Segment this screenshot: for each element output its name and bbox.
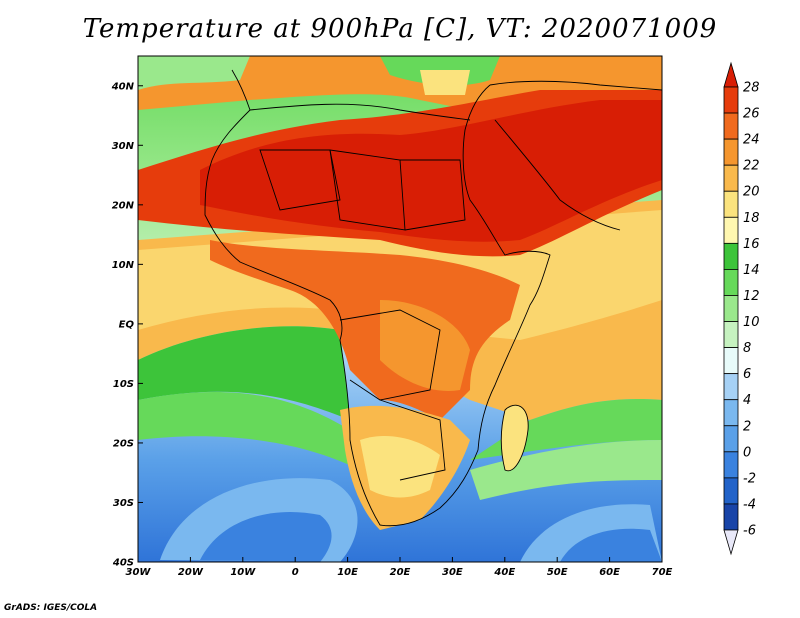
lat-axis: 40N 30N 20N 10N EQ 10S 20S 30S 40S bbox=[111, 81, 143, 569]
lon-tick-label: 70E bbox=[652, 567, 673, 578]
lon-tick-label: 10E bbox=[337, 567, 358, 578]
lat-tick-label: 30S bbox=[113, 498, 134, 509]
lat-tick-label: 40N bbox=[111, 81, 135, 92]
colorbar-label: 12 bbox=[743, 289, 760, 304]
colorbar-swatch bbox=[723, 347, 739, 375]
colorbar-swatch bbox=[723, 86, 739, 114]
colorbar-label: 24 bbox=[743, 133, 760, 148]
colorbar-label: 18 bbox=[743, 211, 760, 226]
colorbar-label: 16 bbox=[743, 237, 760, 252]
lon-axis: 30W 20W 10W 0 10E 20E 30E 40E 50E 60E 70E bbox=[126, 557, 673, 578]
lon-tick-label: 30W bbox=[126, 567, 152, 578]
colorbar-swatch bbox=[723, 61, 739, 88]
lon-tick-label: 60E bbox=[599, 567, 620, 578]
lat-tick-label: 30N bbox=[112, 141, 135, 152]
lon-tick-label: 10W bbox=[230, 567, 256, 578]
colorbar-swatch bbox=[723, 164, 739, 192]
colorbar-swatch bbox=[723, 529, 739, 556]
colorbar-label: 4 bbox=[743, 393, 751, 408]
colorbar-label: 20 bbox=[743, 185, 760, 200]
temperature-field bbox=[138, 56, 662, 562]
lat-tick-label: EQ bbox=[119, 319, 135, 330]
colorbar-label: 2 bbox=[743, 419, 751, 434]
coastlines bbox=[204, 69, 662, 527]
colorbar-label: -6 bbox=[743, 524, 756, 539]
colorbar-swatch bbox=[723, 373, 739, 401]
colorbar-swatch bbox=[723, 190, 739, 218]
lon-tick-label: 20E bbox=[390, 567, 411, 578]
colorbar-label: 8 bbox=[743, 341, 751, 356]
colorbar-swatch bbox=[723, 295, 739, 322]
colorbar-label: -2 bbox=[743, 471, 756, 486]
colorbar-label: 22 bbox=[743, 159, 760, 174]
colorbar-swatch bbox=[723, 242, 739, 270]
colorbar-swatch bbox=[723, 321, 739, 348]
lon-tick-label: 50E bbox=[547, 567, 568, 578]
lon-tick-label: 40E bbox=[493, 567, 515, 578]
colorbar-label: 10 bbox=[743, 315, 760, 330]
colorbar-swatch bbox=[723, 269, 739, 296]
colorbar-label: -4 bbox=[743, 497, 756, 512]
lat-tick-label: 40S bbox=[112, 558, 134, 569]
lat-tick-label: 10N bbox=[112, 260, 135, 271]
colorbar-swatch bbox=[723, 216, 739, 244]
lon-tick-label: 20W bbox=[178, 567, 204, 578]
colorbar-swatch bbox=[723, 112, 739, 140]
lon-tick-label: 0 bbox=[292, 567, 299, 578]
lat-tick-label: 20S bbox=[113, 438, 134, 449]
colorbar-swatch bbox=[723, 503, 739, 531]
colorbar-swatch bbox=[723, 138, 739, 166]
colorbar-label: 26 bbox=[743, 107, 760, 122]
lat-tick-label: 10S bbox=[113, 379, 134, 390]
colorbar-label: 6 bbox=[743, 367, 751, 382]
colorbar-swatch bbox=[723, 451, 739, 479]
colorbar-swatch bbox=[723, 477, 739, 505]
credit-text: GrADS: IGES/COLA bbox=[4, 603, 98, 613]
colorbar-swatch bbox=[723, 425, 739, 453]
map-title: Temperature at 900hPa [C], VT: 202007100… bbox=[82, 14, 718, 44]
lat-tick-label: 20N bbox=[112, 200, 135, 211]
colorbar-label: 14 bbox=[743, 263, 760, 278]
lon-tick-label: 30E bbox=[442, 567, 463, 578]
colorbar-label: 0 bbox=[743, 445, 751, 460]
colorbar-label: 28 bbox=[743, 81, 760, 96]
colorbar-swatch bbox=[723, 399, 739, 427]
